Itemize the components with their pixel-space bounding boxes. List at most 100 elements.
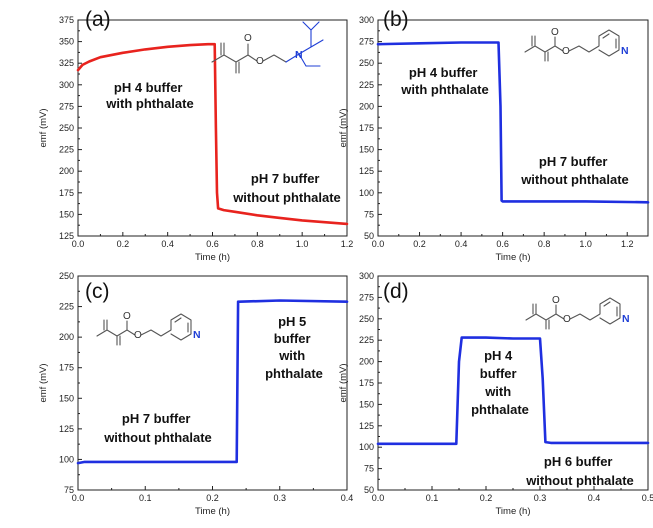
panel-a-note-left: pH 4 buffer with phthalate xyxy=(105,80,193,111)
panel-b-series-line xyxy=(376,41,650,204)
panel-c-note-right: pH 5 buffer with phthalate xyxy=(265,314,323,381)
carbonyl-oxygen-label-d: O xyxy=(552,295,560,306)
panel-d-x-tick-label: 0.5 xyxy=(642,493,653,503)
panel-d: 50 75 100 125 150 175 200 225 250 275 300 0.0 0.1 0.2… xyxy=(338,271,653,517)
panel-d-y-tick-label: 300 xyxy=(359,271,374,281)
panel-c: 75 100 125 150 175 200 225 250 0.0 0.1 0.2 0.3 0.4 Ti… xyxy=(38,271,353,517)
panel-a-y-tick-label: 325 xyxy=(59,58,74,68)
panel-b-x-tick-label: 1.0 xyxy=(579,239,592,249)
panel-a-x-tick-label: 0.2 xyxy=(117,239,130,249)
panel-d-y-tick-label: 50 xyxy=(364,485,374,495)
panel-a-x-tick-label: 0.8 xyxy=(251,239,264,249)
panel-b-y-tick-label: 275 xyxy=(359,37,374,47)
panel-b-x-tick-label: 0.4 xyxy=(455,239,468,249)
pyridine-nitrogen-label-b: N xyxy=(621,45,629,57)
panel-d-series-line xyxy=(376,336,650,446)
panel-b-x-tick-label: 1.2 xyxy=(621,239,634,249)
panel-b-y-tick-label: 300 xyxy=(359,15,374,25)
panel-d-y-tick-label: 200 xyxy=(359,357,374,367)
panel-a-x-tick-label: 1.2 xyxy=(341,239,354,249)
panel-d-molecule: O O N xyxy=(525,295,630,330)
panel-c-y-tick-label: 175 xyxy=(59,363,74,373)
panel-b-y-axis-title: emf (mV) xyxy=(338,108,349,147)
panel-b-y-tick-label: 75 xyxy=(364,209,374,219)
panel-b-note-left: pH 4 buffer with phthalate xyxy=(400,65,488,97)
panel-a-y-tick-label: 300 xyxy=(59,80,74,90)
amine-nitrogen-label: N xyxy=(295,49,303,61)
panel-a-y-tick-label: 225 xyxy=(59,145,74,155)
panel-a-label: (a) xyxy=(85,8,111,31)
panel-b-y-tick-label: 50 xyxy=(364,231,374,241)
carbonyl-oxygen-label-c: O xyxy=(123,311,131,322)
ester-oxygen-label-b: O xyxy=(562,46,570,57)
panel-b-y-tick-label: 225 xyxy=(359,80,374,90)
panel-d-y-tick-label: 225 xyxy=(359,335,374,345)
panel-b-molecule: O O N xyxy=(524,27,629,62)
panel-c-y-tick-label: 100 xyxy=(59,454,74,464)
panel-c-y-tick-label: 200 xyxy=(59,332,74,342)
panel-c-label: (c) xyxy=(85,280,110,303)
panel-a: 125 150 175 200 225 250 275 300 325 350 375 0.0 0.2 0… xyxy=(38,8,353,263)
panel-a-x-tick-label: 1.0 xyxy=(296,239,309,249)
panel-b-y-tick-label: 100 xyxy=(359,188,374,198)
panel-d-y-tick-label: 150 xyxy=(359,399,374,409)
pyridine-nitrogen-label-c: N xyxy=(193,329,201,341)
panel-d-x-tick-label: 0.3 xyxy=(534,493,547,503)
panel-d-x-tick-label: 0.4 xyxy=(588,493,601,503)
panel-b-x-tick-label: 0.2 xyxy=(413,239,426,249)
pyridine-nitrogen-label-d: N xyxy=(622,313,630,325)
panel-c-y-axis-title: emf (mV) xyxy=(38,363,49,402)
panel-d-y-axis-title: emf (mV) xyxy=(338,363,349,402)
panel-a-x-tick-label: 0.0 xyxy=(72,239,85,249)
panel-d-y-tick-label: 250 xyxy=(359,314,374,324)
panel-b-x-tick-label: 0.0 xyxy=(372,239,385,249)
panel-c-y-tick-label: 150 xyxy=(59,393,74,403)
panel-c-note-left: pH 7 buffer without phthalate xyxy=(103,411,212,445)
panel-d-y-tick-label: 75 xyxy=(364,464,374,474)
panel-a-y-tick-label: 150 xyxy=(59,209,74,219)
panel-d-y-tick-label: 175 xyxy=(359,378,374,388)
panel-a-series-line xyxy=(76,42,349,226)
carbonyl-oxygen-label-b: O xyxy=(551,27,559,38)
panel-a-molecule: O O N xyxy=(211,21,324,74)
panel-b-label: (b) xyxy=(383,8,409,31)
panel-a-y-tick-label: 275 xyxy=(59,101,74,111)
panel-a-x-tick-label: 0.4 xyxy=(161,239,174,249)
panel-d-y-tick-label: 100 xyxy=(359,442,374,452)
panel-a-x-tick-label: 0.6 xyxy=(206,239,219,249)
panel-c-molecule: O O N xyxy=(96,311,201,346)
panel-c-series-line xyxy=(76,299,349,465)
panel-b: 50 75 100 125 150 175 200 225 250 275 300 0.0 0.2 0.4… xyxy=(338,8,650,263)
panel-d-y-tick-label: 125 xyxy=(359,421,374,431)
panel-b-y-tick-label: 175 xyxy=(359,123,374,133)
panel-a-note-right: pH 7 buffer without phthalate xyxy=(232,171,341,205)
panel-a-y-tick-label: 250 xyxy=(59,123,74,133)
panel-b-note-right: pH 7 buffer without phthalate xyxy=(520,154,629,187)
panel-b-y-tick-label: 150 xyxy=(359,145,374,155)
panel-a-y-tick-label: 200 xyxy=(59,166,74,176)
panel-b-y-tick-label: 250 xyxy=(359,58,374,68)
panel-b-y-tick-label: 200 xyxy=(359,101,374,111)
panel-c-frame xyxy=(77,275,348,491)
panel-c-x-tick-label: 0.0 xyxy=(72,493,85,503)
panel-c-y-tick-label: 125 xyxy=(59,424,74,434)
panel-d-y-tick-label: 275 xyxy=(359,292,374,302)
panel-a-y-axis-title: emf (mV) xyxy=(38,108,49,147)
panel-d-x-tick-label: 0.0 xyxy=(372,493,385,503)
panel-b-x-tick-label: 0.6 xyxy=(496,239,509,249)
panel-b-y-tick-label: 125 xyxy=(359,166,374,176)
panel-d-note-center: pH 4 buffer with phthalate xyxy=(471,348,529,417)
panel-c-x-tick-label: 0.4 xyxy=(341,493,354,503)
panel-c-y-tick-label: 225 xyxy=(59,302,74,312)
panel-c-x-tick-label: 0.1 xyxy=(139,493,152,503)
panel-c-x-tick-label: 0.3 xyxy=(273,493,286,503)
panel-d-note-right: pH 6 buffer without phthalate xyxy=(525,454,634,488)
panel-c-x-axis-title: Time (h) xyxy=(195,506,230,517)
panel-c-y-tick-label: 75 xyxy=(64,485,74,495)
panel-b-frame xyxy=(377,19,649,237)
panel-a-y-tick-label: 125 xyxy=(59,231,74,241)
panel-a-y-tick-label: 175 xyxy=(59,188,74,198)
panel-b-x-axis-title: Time (h) xyxy=(495,252,530,263)
